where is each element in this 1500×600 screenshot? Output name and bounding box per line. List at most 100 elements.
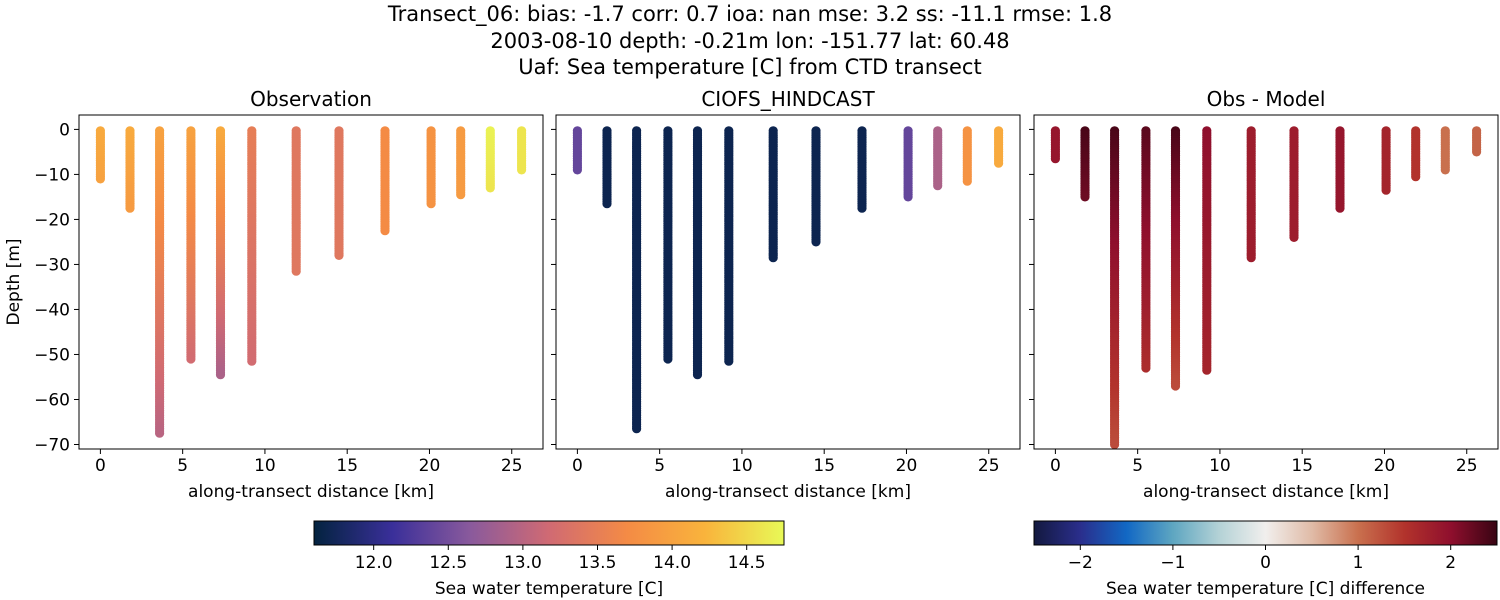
cast-1: [1050, 126, 1060, 164]
panel-1: Observation 0 5 10 15 20 25 0 −10 −20 −30 −40 −50 −60…: [4, 87, 544, 502]
data-point: [334, 250, 344, 260]
x-tick-label: 0: [572, 456, 583, 476]
y-tick-label: −20: [34, 210, 70, 230]
cast-10: [1381, 126, 1391, 195]
cast-8: [811, 126, 821, 247]
axes-frame: [78, 114, 544, 450]
colorbar-label: Sea water temperature [C]: [435, 579, 663, 599]
cast-9: [380, 126, 390, 236]
panel-title: CIOFS_HINDCAST: [701, 87, 875, 111]
cast-5: [215, 126, 226, 380]
data-point: [572, 165, 583, 175]
data-point: [1202, 365, 1212, 375]
data-point: [1110, 439, 1120, 449]
cast-5: [1170, 126, 1181, 391]
x-tick-label: 10: [1209, 456, 1231, 476]
data-point: [426, 199, 436, 209]
data-point: [602, 199, 612, 209]
cast-12: [485, 126, 495, 193]
cast-10: [903, 126, 913, 202]
cast-2: [125, 126, 135, 213]
cast-7: [1246, 126, 1256, 263]
data-point: [1050, 154, 1060, 164]
x-tick-label: 10: [731, 456, 753, 476]
cast-6: [1202, 126, 1212, 375]
cast-4: [186, 126, 196, 364]
cast-13: [1472, 126, 1482, 157]
data-point: [663, 354, 673, 364]
x-axis-label: along-transect distance [km]: [188, 482, 434, 502]
panel-title: Observation: [250, 87, 372, 111]
colorbar-temperature: 12.0 12.5 13.0 13.5 14.0 14.5 Sea water temper…: [313, 520, 785, 599]
data-point: [485, 183, 495, 193]
data-point: [903, 192, 913, 202]
cast-3: [155, 126, 165, 438]
figure-title-line-3: Uaf: Sea temperature [C] from CTD transe…: [518, 55, 982, 79]
data-point: [125, 203, 135, 213]
x-tick-label: 25: [1456, 456, 1478, 476]
colorbar-tick-label: 14.0: [653, 553, 691, 573]
data-point: [724, 356, 734, 366]
cast-8: [1289, 126, 1299, 242]
x-tick-label: 5: [177, 456, 188, 476]
x-tick-label: 5: [1132, 456, 1143, 476]
panel-3: Obs - Model 0 5 10 15 20 25 along-transect dist…: [1029, 87, 1499, 502]
colorbar-tick-label: −1: [1160, 553, 1185, 573]
cast-7: [291, 126, 301, 276]
colorbar-tick-label: −2: [1068, 553, 1093, 573]
colorbar-tick-label: 1: [1353, 553, 1364, 573]
x-tick-label: 20: [896, 456, 918, 476]
cast-10: [426, 126, 436, 209]
cast-9: [857, 126, 867, 213]
data-point: [1141, 363, 1151, 373]
cast-2: [602, 126, 612, 209]
data-layer: [95, 126, 527, 438]
colorbar-gradient: [1033, 520, 1498, 546]
colorbar-tick-label: 2: [1445, 553, 1456, 573]
data-point: [857, 203, 867, 213]
data-point: [692, 370, 703, 380]
cast-1: [95, 126, 105, 184]
cast-3: [632, 126, 642, 434]
cast-6: [247, 126, 257, 366]
cast-12: [1440, 126, 1450, 175]
x-axis-label: along-transect distance [km]: [665, 482, 911, 502]
data-point: [1472, 147, 1482, 157]
panel-2: CIOFS_HINDCAST 0 5 10 15 20 25 along-transect d…: [551, 87, 1021, 502]
y-tick-label: −10: [34, 165, 70, 185]
data-point: [1411, 172, 1421, 182]
data-point: [186, 354, 196, 364]
colorbar-tick-label: 0: [1260, 553, 1271, 573]
data-point: [517, 165, 527, 175]
data-point: [1440, 165, 1450, 175]
y-tick-label: −70: [34, 435, 70, 455]
data-point: [291, 266, 301, 276]
y-tick-label: −40: [34, 300, 70, 320]
figure-title-line-2: 2003-08-10 depth: -0.21m lon: -151.77 la…: [490, 29, 1010, 53]
colorbar-tick-label: 12.5: [429, 553, 467, 573]
x-tick-label: 20: [1374, 456, 1396, 476]
y-tick-label: −60: [34, 390, 70, 410]
cast-4: [1141, 126, 1151, 373]
y-tick-label: −50: [34, 345, 70, 365]
data-point: [1381, 185, 1391, 195]
cast-3: [1110, 126, 1120, 449]
colorbar-label: Sea water temperature [C] difference: [1106, 579, 1425, 599]
x-tick-label: 0: [95, 456, 106, 476]
colorbar-gradient: [313, 520, 785, 546]
x-tick-label: 15: [1291, 456, 1313, 476]
data-point: [380, 226, 390, 236]
cast-2: [1080, 126, 1090, 202]
data-point: [768, 253, 778, 263]
cast-1: [572, 126, 583, 175]
cast-9: [1335, 126, 1345, 213]
x-tick-label: 5: [654, 456, 665, 476]
cast-13: [994, 126, 1004, 168]
data-point: [1289, 232, 1299, 242]
x-tick-label: 25: [978, 456, 1000, 476]
data-layer: [1050, 126, 1482, 449]
y-tick-label: −30: [34, 255, 70, 275]
x-axis-label: along-transect distance [km]: [1143, 482, 1389, 502]
data-point: [632, 424, 642, 434]
